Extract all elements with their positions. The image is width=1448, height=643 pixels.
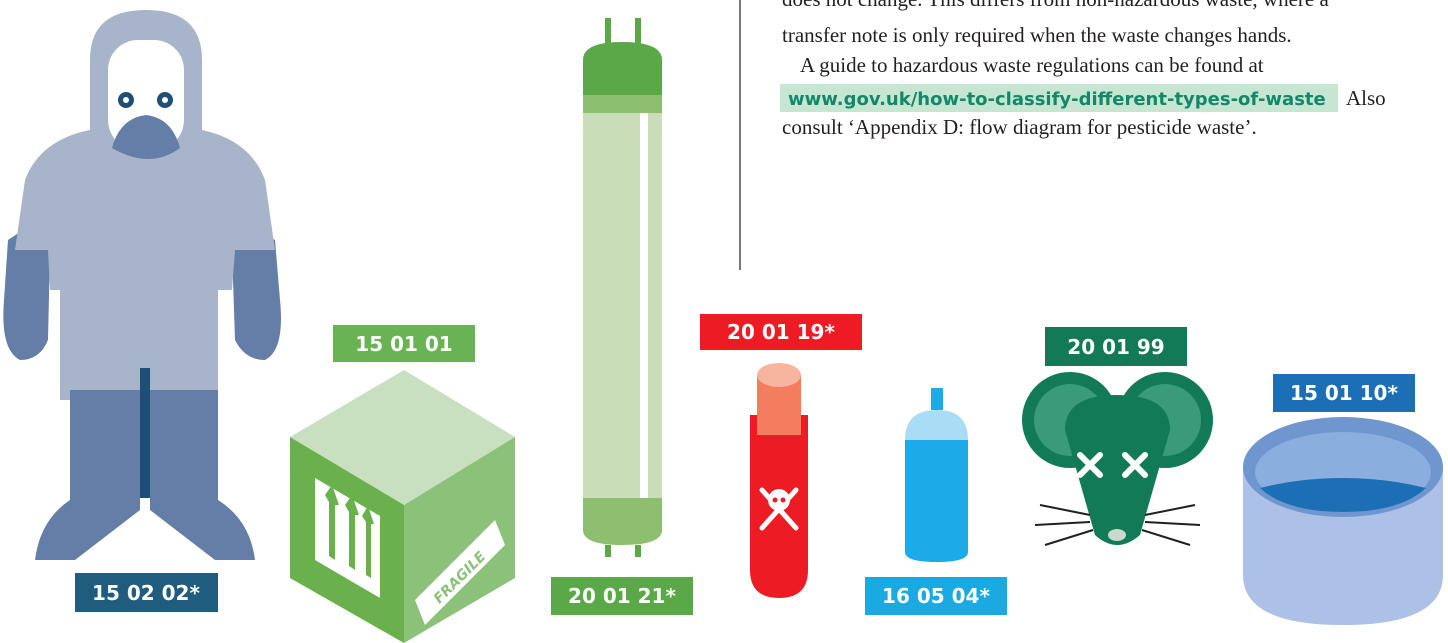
code-text: 20 01 19* [727, 320, 835, 344]
tube-illustration [583, 18, 662, 557]
infographic: does not change. This differs from non-h… [0, 0, 1448, 643]
container-illustration [1243, 417, 1443, 625]
protective-suit-illustration [3, 10, 281, 560]
box-illustration: FRAGILE [290, 370, 515, 643]
page-body: does not change. This differs from non-h… [0, 0, 1448, 643]
body-text-line: consult ‘Appendix D: flow diagram for pe… [782, 115, 1257, 139]
code-text: 15 01 10* [1290, 381, 1398, 405]
test-tube-illustration [750, 363, 808, 598]
body-text-line: Also [1346, 86, 1386, 110]
mouse-illustration [1022, 372, 1213, 545]
aerosol-can-illustration [905, 388, 968, 562]
code-text: 20 01 21* [568, 584, 676, 608]
body-text-line: A guide to hazardous waste regulations c… [800, 53, 1264, 77]
link[interactable]: www.gov.uk/how-to-classify-different-typ… [788, 89, 1326, 110]
body-text-line: does not change. This differs from non-h… [782, 0, 1329, 11]
body-text-line: transfer note is only required when the … [782, 23, 1292, 47]
code-text: 20 01 99 [1067, 335, 1164, 359]
page: Hazardous waste codes {"text": { "line_c… [0, 0, 1448, 643]
code-text: 15 01 01 [355, 332, 452, 356]
code-text: 16 05 04* [882, 584, 990, 608]
code-text: 15 02 02* [92, 581, 200, 605]
